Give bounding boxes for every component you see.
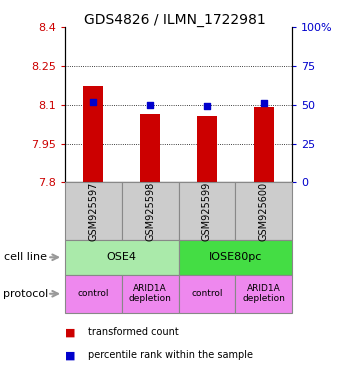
Point [90, 98, 96, 104]
Text: IOSE80pc: IOSE80pc [209, 252, 262, 262]
Text: OSE4: OSE4 [107, 252, 136, 262]
Text: GDS4826 / ILMN_1722981: GDS4826 / ILMN_1722981 [84, 13, 266, 27]
Text: transformed count: transformed count [88, 327, 178, 337]
Text: protocol: protocol [4, 289, 49, 299]
Text: percentile rank within the sample: percentile rank within the sample [88, 350, 252, 360]
Point [261, 100, 267, 106]
Text: ARID1A
depletion: ARID1A depletion [242, 284, 285, 303]
Bar [197, 116, 217, 182]
Text: control: control [191, 289, 223, 298]
Text: cell line: cell line [4, 252, 47, 262]
Text: GSM925598: GSM925598 [145, 182, 155, 241]
Text: GSM925599: GSM925599 [202, 182, 212, 241]
Bar [140, 114, 160, 182]
Point [204, 103, 210, 109]
Point [147, 101, 153, 108]
Text: ■: ■ [65, 327, 75, 337]
Text: GSM925600: GSM925600 [259, 182, 269, 241]
Text: ■: ■ [65, 350, 75, 360]
Text: ARID1A
depletion: ARID1A depletion [129, 284, 172, 303]
Bar [83, 86, 103, 182]
Text: GSM925597: GSM925597 [88, 182, 98, 241]
Text: control: control [77, 289, 109, 298]
Bar [254, 107, 274, 182]
